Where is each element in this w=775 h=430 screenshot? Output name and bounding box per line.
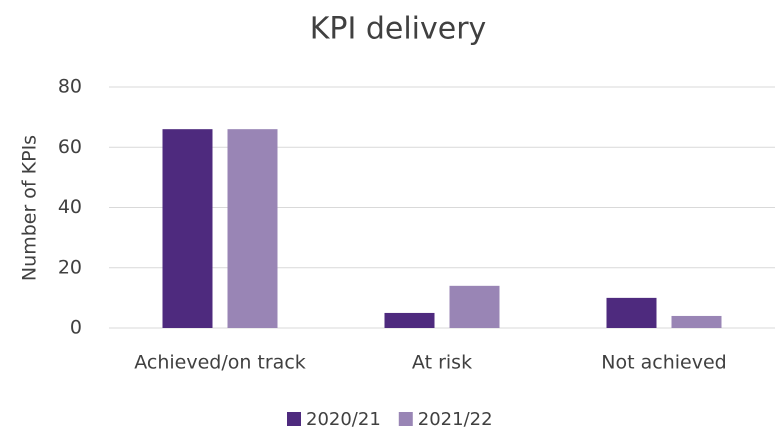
bar	[384, 312, 435, 328]
bar	[671, 315, 722, 328]
bar	[227, 129, 278, 328]
y-tick-label: 80	[58, 76, 82, 98]
y-tick-label: 60	[58, 136, 82, 158]
legend-swatch	[398, 412, 413, 426]
x-tick-label: At risk	[412, 352, 472, 374]
y-tick-label: 0	[70, 317, 82, 339]
x-tick-label: Not achieved	[601, 352, 726, 374]
y-axis-title: Number of KPIs	[19, 135, 41, 281]
bar	[162, 129, 213, 328]
bar	[606, 297, 657, 328]
x-tick-label: Achieved/on track	[134, 352, 306, 374]
legend-label: 2021/22	[418, 409, 493, 430]
bar	[449, 285, 500, 328]
legend-label: 2020/21	[306, 409, 381, 430]
legend-swatch	[287, 412, 301, 426]
y-tick-label: 40	[58, 196, 82, 218]
y-tick-label: 20	[58, 256, 82, 278]
chart-title: KPI delivery	[310, 12, 487, 47]
